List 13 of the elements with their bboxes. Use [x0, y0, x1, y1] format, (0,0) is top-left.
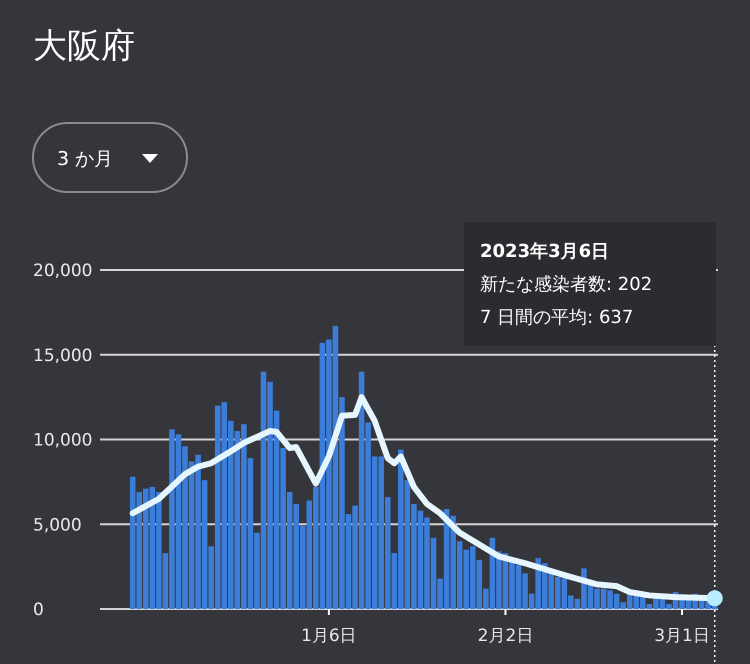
annotation: 7 日間の平均: 637: [480, 307, 634, 328]
title: 大阪府: [33, 26, 135, 66]
tooltip: 2023年3月6日 新たな感染者数: 202 7 日間の平均: 637: [464, 222, 716, 346]
y-tick-label: 5,000: [33, 515, 82, 536]
y-tick-label: 0: [33, 600, 44, 620]
x-tick-label: 1月6日: [301, 626, 357, 646]
y-tick-label: 10,000: [33, 430, 92, 450]
x-tick-label: 3月1日: [654, 626, 710, 646]
y-tick-label: 15,000: [33, 346, 92, 366]
y-tick-label: 20,000: [33, 261, 92, 281]
dropdown: 3 か月: [32, 122, 188, 193]
x-tick-label: 2月2日: [478, 626, 534, 646]
annotation: 新たな感染者数: 202: [480, 274, 652, 295]
